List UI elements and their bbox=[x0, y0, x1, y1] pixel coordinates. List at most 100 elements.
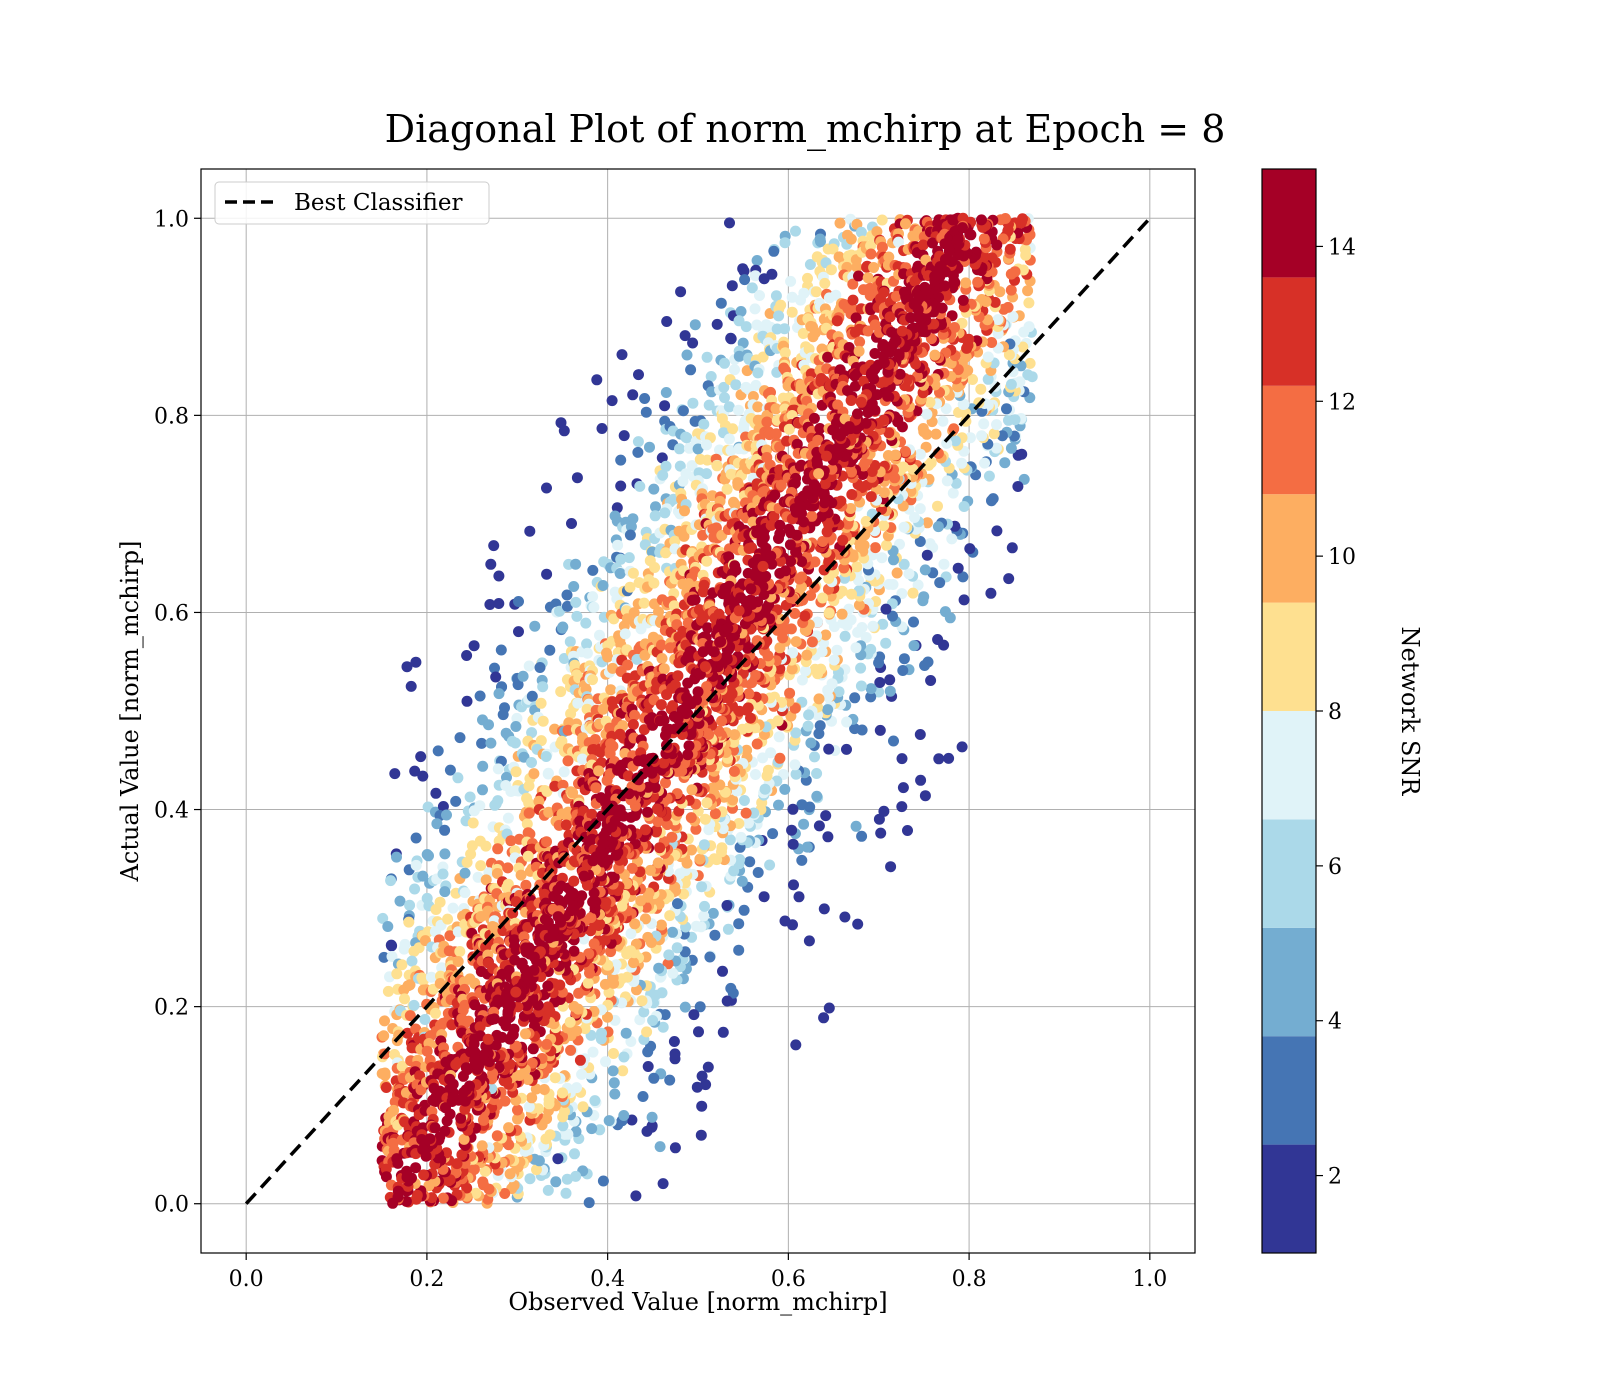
scatter-point bbox=[404, 899, 416, 911]
scatter-point bbox=[845, 233, 857, 245]
scatter-point bbox=[806, 636, 818, 648]
scatter-point bbox=[940, 403, 952, 415]
scatter-point bbox=[705, 371, 717, 382]
scatter-point bbox=[624, 581, 636, 593]
scatter-point bbox=[535, 697, 547, 709]
scatter-point bbox=[686, 844, 697, 856]
scatter-point bbox=[747, 391, 759, 402]
scatter-point bbox=[647, 1015, 659, 1026]
scatter-point bbox=[790, 768, 802, 780]
scatter-point bbox=[946, 533, 958, 545]
scatter-point bbox=[664, 910, 676, 922]
scatter-point bbox=[495, 644, 507, 656]
scatter-point bbox=[876, 552, 888, 564]
scatter-point bbox=[626, 1114, 638, 1126]
scatter-point bbox=[687, 337, 699, 349]
scatter-point bbox=[786, 824, 798, 836]
scatter-point bbox=[439, 848, 451, 860]
scatter-point bbox=[716, 842, 728, 854]
scatter-point bbox=[570, 596, 582, 608]
scatter-point bbox=[590, 782, 602, 794]
scatter-point bbox=[774, 752, 786, 764]
scatter-point bbox=[702, 1061, 714, 1073]
scatter-point bbox=[788, 879, 799, 891]
scatter-point bbox=[929, 349, 941, 361]
scatter-point bbox=[655, 919, 667, 931]
scatter-point bbox=[898, 558, 910, 570]
scatter-point bbox=[612, 539, 624, 551]
scatter-point bbox=[552, 1153, 564, 1165]
scatter-point bbox=[785, 275, 797, 287]
scatter-point bbox=[896, 801, 908, 813]
scatter-point bbox=[719, 357, 730, 369]
scatter-point bbox=[561, 1173, 573, 1185]
scatter-point bbox=[662, 958, 674, 970]
scatter-point bbox=[825, 264, 837, 276]
scatter-point bbox=[964, 543, 976, 555]
scatter-point bbox=[711, 460, 723, 472]
scatter-point bbox=[466, 840, 478, 852]
scatter-point bbox=[576, 1068, 588, 1080]
scatter-point bbox=[898, 653, 910, 665]
scatter-point bbox=[988, 428, 1000, 440]
scatter-point bbox=[752, 367, 764, 379]
scatter-point bbox=[597, 1175, 609, 1187]
scatter-point bbox=[846, 489, 858, 500]
scatter-point bbox=[1003, 349, 1015, 361]
scatter-point bbox=[571, 472, 583, 484]
scatter-point bbox=[408, 999, 420, 1011]
scatter-point bbox=[537, 715, 549, 727]
scatter-point bbox=[779, 323, 790, 335]
scatter-point bbox=[602, 651, 614, 663]
scatter-point bbox=[394, 895, 406, 907]
scatter-point bbox=[909, 512, 920, 523]
scatter-point bbox=[740, 321, 752, 333]
scatter-point bbox=[733, 404, 744, 416]
scatter-point bbox=[570, 1170, 582, 1182]
scatter-point bbox=[638, 1006, 650, 1018]
scatter-point bbox=[699, 813, 711, 825]
scatter-point bbox=[589, 1095, 601, 1107]
scatter-point bbox=[650, 501, 661, 513]
scatter-point bbox=[875, 827, 887, 839]
scatter-point bbox=[802, 720, 814, 732]
scatter-point bbox=[562, 724, 574, 736]
scatter-point bbox=[733, 818, 745, 829]
scatter-point bbox=[661, 316, 673, 327]
scatter-point bbox=[632, 446, 644, 458]
scatter-point bbox=[851, 561, 863, 573]
scatter-point bbox=[748, 807, 760, 819]
scatter-point bbox=[558, 425, 570, 437]
scatter-point bbox=[659, 400, 671, 412]
scatter-point bbox=[749, 303, 761, 315]
scatter-point bbox=[957, 571, 969, 583]
scatter-point bbox=[797, 328, 809, 339]
scatter-point bbox=[735, 306, 747, 317]
scatter-point bbox=[885, 861, 897, 873]
scatter-point bbox=[768, 245, 780, 257]
scatter-point bbox=[804, 259, 816, 270]
scatter-point bbox=[581, 638, 593, 650]
scatter-point bbox=[437, 868, 449, 880]
scatter-point bbox=[738, 265, 750, 277]
scatter-point bbox=[419, 1014, 431, 1025]
scatter-point bbox=[523, 807, 535, 819]
scatter-point bbox=[933, 753, 945, 765]
scatter-point bbox=[577, 1101, 589, 1113]
scatter-point bbox=[849, 723, 861, 735]
scatter-point bbox=[773, 310, 785, 322]
scatter-point bbox=[625, 928, 637, 940]
scatter-point bbox=[752, 401, 764, 413]
scatter-point bbox=[398, 943, 410, 955]
scatter-point bbox=[541, 786, 553, 797]
scatter-point bbox=[444, 930, 456, 942]
scatter-point bbox=[638, 597, 650, 609]
scatter-point bbox=[640, 406, 652, 418]
scatter-point bbox=[587, 591, 599, 603]
scatter-point bbox=[757, 752, 769, 764]
scatter-point bbox=[510, 721, 522, 732]
scatter-point bbox=[900, 218, 911, 230]
scatter-point bbox=[603, 1115, 615, 1127]
scatter-point bbox=[819, 277, 831, 289]
scatter-point bbox=[878, 520, 890, 532]
